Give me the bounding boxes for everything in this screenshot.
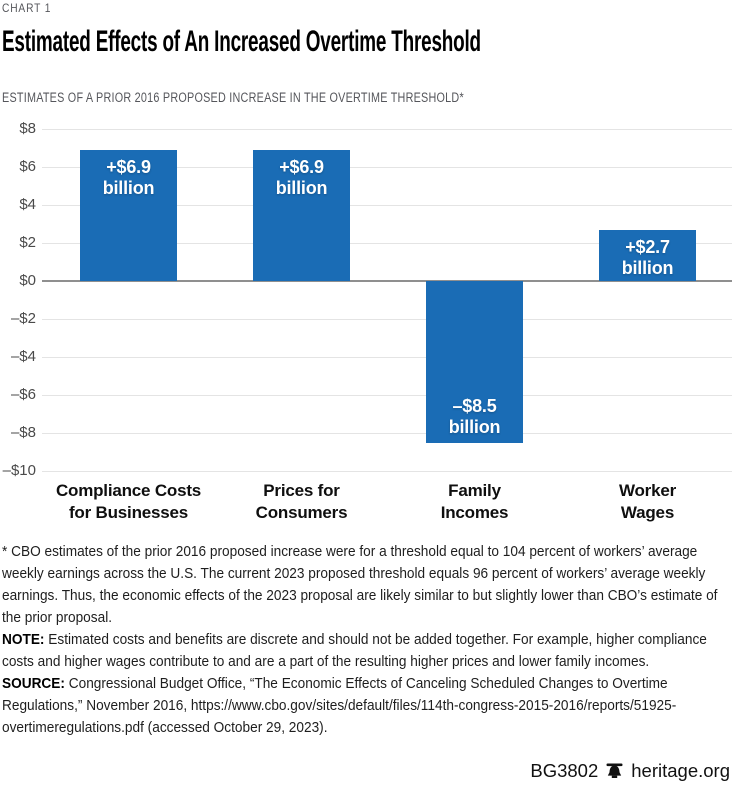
bar: +$6.9 billion — [253, 149, 350, 281]
footnote-asterisk: * CBO estimates of the prior 2016 propos… — [2, 543, 718, 626]
y-tick-label: –$8 — [10, 424, 36, 441]
page-title: Estimated Effects of An Increased Overti… — [2, 25, 481, 58]
y-tick-label: –$4 — [10, 348, 36, 365]
y-tick-label: $4 — [19, 196, 36, 213]
chart-kicker: CHART 1 — [2, 1, 52, 15]
y-tick-label: $2 — [19, 234, 36, 251]
gridline — [42, 167, 732, 168]
gridline — [42, 433, 732, 434]
notes-block: * CBO estimates of the prior 2016 propos… — [2, 541, 734, 739]
footer-brand: BG3802 heritage.org — [530, 760, 730, 782]
gridline — [42, 205, 732, 206]
y-tick-label: –$6 — [10, 386, 36, 403]
bar: –$8.5 billion — [426, 281, 523, 443]
y-tick-label: –$10 — [2, 462, 36, 479]
note-text: Estimated costs and benefits are discret… — [2, 631, 707, 670]
bar-value-label: +$2.7 billion — [621, 236, 674, 278]
gridline — [42, 471, 732, 472]
bar-value-label: +$6.9 billion — [102, 156, 155, 198]
x-axis-category: Prices for Consumers — [255, 481, 348, 522]
y-tick-label: –$2 — [10, 310, 36, 327]
site-name: heritage.org — [631, 760, 730, 781]
source-line: SOURCE: Congressional Budget Office, “Th… — [2, 673, 734, 739]
gridline — [42, 243, 732, 244]
chart-subtitle: ESTIMATES OF A PRIOR 2016 PROPOSED INCRE… — [2, 90, 464, 105]
x-axis-category: Compliance Costs for Businesses — [55, 481, 202, 522]
y-tick-label: $8 — [19, 120, 36, 137]
bar-chart: $8 $6 $4 $2 $0 –$2 –$4 –$6 –$8 –$10 +$6.9 billion Co… — [0, 118, 734, 538]
bar-value-label: –$8.5 billion — [448, 395, 501, 437]
heritage-bell-icon — [606, 763, 623, 778]
y-tick-label: $0 — [19, 272, 36, 289]
doc-id: BG3802 — [530, 760, 599, 781]
gridline — [42, 129, 732, 130]
gridline — [42, 357, 732, 358]
bar-value-label: +$6.9 billion — [275, 156, 328, 198]
zero-axis-line — [42, 280, 732, 282]
gridline — [42, 319, 732, 320]
bar: +$2.7 billion — [599, 229, 696, 281]
x-axis-category: Worker Wages — [618, 481, 677, 522]
y-tick-label: $6 — [19, 158, 36, 175]
note-line: NOTE: Estimated costs and benefits are d… — [2, 629, 734, 673]
x-axis-category: Family Incomes — [440, 481, 509, 522]
bar: +$6.9 billion — [80, 149, 177, 281]
gridline — [42, 395, 732, 396]
note-label: NOTE: — [2, 631, 45, 648]
source-label: SOURCE: — [2, 675, 65, 692]
source-text: Congressional Budget Office, “The Econom… — [2, 675, 677, 736]
